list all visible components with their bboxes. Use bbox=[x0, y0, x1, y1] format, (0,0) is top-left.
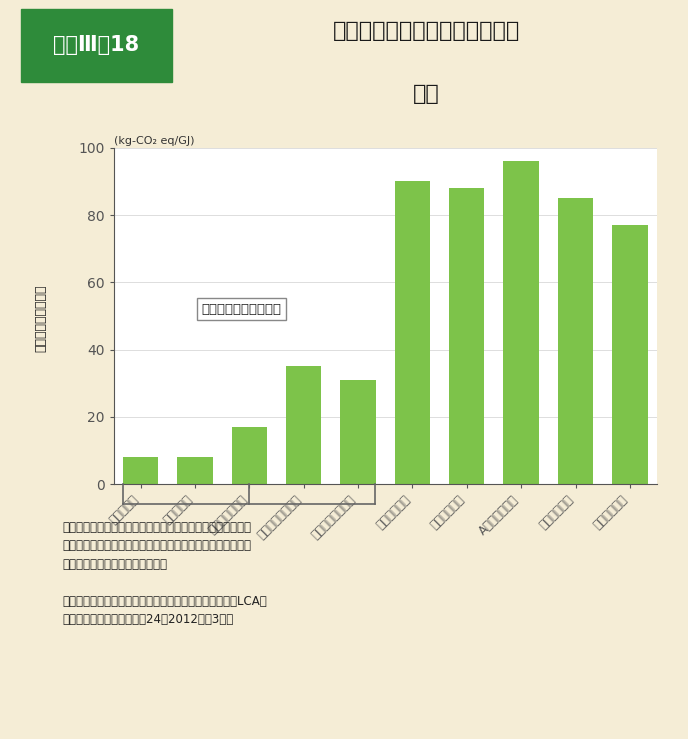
Text: 資料：株式会社森のエネルギー研究所「木質バイオマスLCA評: 資料：株式会社森のエネルギー研究所「木質バイオマスLCA評 bbox=[62, 595, 267, 608]
Bar bbox=[21, 9, 172, 81]
Text: 燃料別の温室効果ガス排出量の: 燃料別の温室効果ガス排出量の bbox=[333, 21, 520, 41]
Bar bbox=[558, 198, 593, 484]
Text: 比較: 比較 bbox=[413, 84, 440, 104]
Text: における二酸化炭素排出量。: における二酸化炭素排出量。 bbox=[62, 558, 167, 571]
Bar bbox=[341, 380, 376, 484]
Text: 木質バイオマスが燃料: 木質バイオマスが燃料 bbox=[202, 303, 281, 316]
Bar bbox=[286, 367, 321, 484]
Bar bbox=[178, 457, 213, 484]
Bar bbox=[123, 457, 158, 484]
Text: 価事業報告書」（平成24（2012）年3月）: 価事業報告書」（平成24（2012）年3月） bbox=[62, 613, 233, 627]
Bar bbox=[449, 188, 484, 484]
Bar bbox=[395, 181, 430, 484]
Bar bbox=[232, 427, 267, 484]
Text: 位発熱量当たりの原料調達から製造、燃焼までの全段階: 位発熱量当たりの原料調達から製造、燃焼までの全段階 bbox=[62, 539, 251, 553]
Text: 資料Ⅲ－18: 資料Ⅲ－18 bbox=[53, 35, 140, 55]
Bar bbox=[612, 225, 647, 484]
Text: 注：それぞれの燃料を専用の熱利用機器で燃焼した場合の単: 注：それぞれの燃料を専用の熱利用機器で燃焼した場合の単 bbox=[62, 521, 251, 534]
Text: 温室効果ガス排出量: 温室効果ガス排出量 bbox=[35, 284, 47, 352]
Text: (kg-CO₂ eq/GJ): (kg-CO₂ eq/GJ) bbox=[114, 136, 194, 146]
Bar bbox=[504, 161, 539, 484]
